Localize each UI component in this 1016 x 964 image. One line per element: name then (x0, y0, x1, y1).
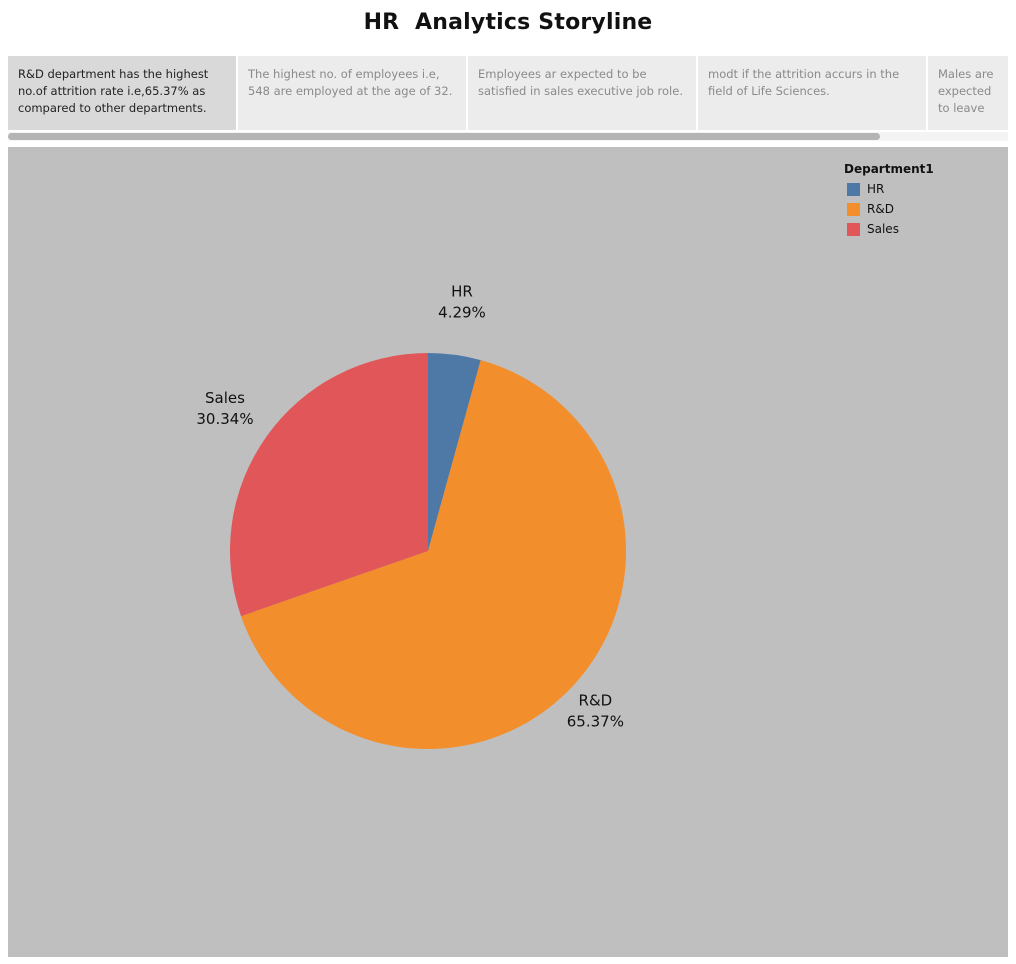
slice-label-sales: Sales (205, 389, 245, 407)
slice-label-rnd: R&D (579, 692, 613, 710)
legend: Department1 HR R&D Sales (844, 162, 934, 239)
story-point-2[interactable]: The highest no. of employees i.e, 548 ar… (238, 56, 466, 130)
slice-percent-hr: 4.29% (438, 303, 486, 321)
legend-title: Department1 (844, 162, 934, 176)
pie-slice-sales[interactable] (230, 353, 428, 617)
slice-percent-rnd: 65.37% (567, 713, 624, 731)
story-point-text: Males are expected to leave the o.. (938, 67, 994, 120)
page-title: HR Analytics Storyline (363, 10, 653, 35)
story-navigator: R&D department has the highest no.of att… (8, 56, 1008, 130)
legend-swatch-sales (847, 222, 860, 236)
legend-item-rnd[interactable]: R&D (844, 199, 934, 219)
legend-item-hr[interactable]: HR (844, 179, 934, 199)
story-point-text: Employees ar expected to be satisfied in… (478, 67, 683, 98)
chart-area: HR 4.29% R&D 65.37% Sales 30.34% Department1 … (8, 147, 1008, 957)
story-point-text: R&D department has the highest no.of att… (18, 67, 209, 115)
story-point-5[interactable]: Males are expected to leave the o.. (928, 56, 1008, 130)
story-point-4[interactable]: modt if the attrition accurs in the fiel… (698, 56, 926, 130)
story-scrollbar-thumb[interactable] (8, 133, 880, 140)
legend-swatch-rnd (847, 202, 860, 216)
legend-item-sales[interactable]: Sales (844, 219, 934, 239)
story-point-1[interactable]: R&D department has the highest no.of att… (8, 56, 236, 130)
story-point-3[interactable]: Employees ar expected to be satisfied in… (468, 56, 696, 130)
pie-slice-hr[interactable] (428, 353, 481, 551)
pie-slice-rnd[interactable] (241, 360, 627, 749)
slice-label-hr: HR (451, 282, 473, 300)
slice-percent-sales: 30.34% (196, 410, 253, 428)
legend-swatch-hr (847, 182, 860, 196)
legend-label: R&D (867, 202, 894, 216)
story-point-text: modt if the attrition accurs in the fiel… (708, 67, 900, 98)
story-scrollbar[interactable] (8, 132, 1008, 141)
legend-label: Sales (867, 222, 899, 236)
story-point-text: The highest no. of employees i.e, 548 ar… (248, 67, 453, 98)
pie-chart: HR 4.29% R&D 65.37% Sales 30.34% (196, 282, 627, 749)
legend-label: HR (867, 182, 885, 196)
